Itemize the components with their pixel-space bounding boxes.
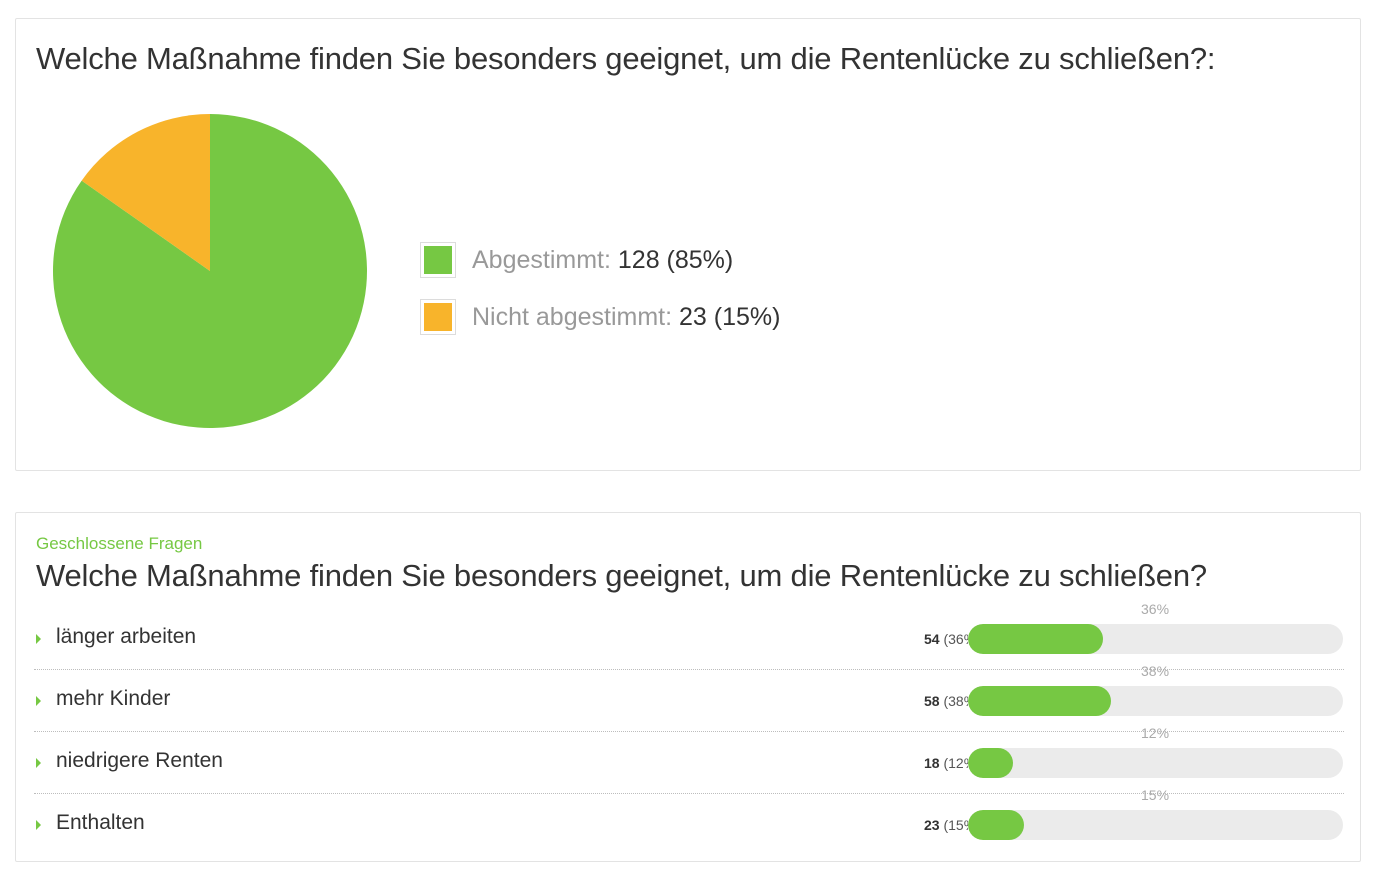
bar-percent-label: 38% bbox=[1141, 663, 1170, 679]
answer-count: 58 (38%) bbox=[924, 693, 968, 709]
caret-right-icon bbox=[36, 634, 41, 644]
question-title: Welche Maßnahme finden Sie besonders gee… bbox=[36, 558, 1207, 593]
answer-row-mehr-kinder[interactable]: mehr Kinder 58 (38%) 38% bbox=[34, 663, 1344, 732]
closed-question-card: Geschlossene Fragen Welche Maßnahme find… bbox=[15, 512, 1361, 862]
answer-list: länger arbeiten 54 (36%) 36% mehr Kinder… bbox=[34, 601, 1344, 856]
answer-label: niedrigere Renten bbox=[56, 749, 223, 772]
legend-label: Abgestimmt: bbox=[472, 245, 611, 274]
bar-percent-label: 12% bbox=[1141, 725, 1170, 741]
pie-legend: Abgestimmt: 128 (85%) Nicht abgestimmt: … bbox=[420, 241, 780, 355]
summary-title: Welche Maßnahme finden Sie besonders gee… bbox=[36, 41, 1216, 76]
bar-fill bbox=[968, 624, 1103, 654]
legend-label: Nicht abgestimmt: bbox=[472, 302, 673, 331]
question-category: Geschlossene Fragen bbox=[36, 534, 203, 553]
bar-fill bbox=[968, 686, 1111, 716]
answer-count-percent: (15%) bbox=[943, 817, 968, 833]
bar-track bbox=[968, 748, 1343, 778]
answer-count: 18 (12%) bbox=[924, 755, 968, 771]
answer-count: 23 (15%) bbox=[924, 817, 968, 833]
answer-count-value: 58 bbox=[924, 693, 940, 709]
answer-label: Enthalten bbox=[56, 811, 145, 834]
bar-percent-label: 36% bbox=[1141, 601, 1170, 617]
caret-right-icon bbox=[36, 820, 41, 830]
answer-count-value: 23 bbox=[924, 817, 940, 833]
bar-fill bbox=[968, 810, 1025, 840]
answer-count-value: 18 bbox=[924, 755, 940, 771]
caret-right-icon bbox=[36, 758, 41, 768]
vote-summary-card: Welche Maßnahme finden Sie besonders gee… bbox=[15, 18, 1361, 471]
legend-item-nicht-abgestimmt: Nicht abgestimmt: 23 (15%) bbox=[420, 298, 780, 336]
legend-swatch-green bbox=[424, 246, 452, 274]
answer-label: länger arbeiten bbox=[56, 625, 197, 648]
pie-slice-abgestimmt bbox=[52, 114, 367, 428]
legend-item-abgestimmt: Abgestimmt: 128 (85%) bbox=[420, 241, 780, 279]
bar-track bbox=[968, 624, 1343, 654]
caret-right-icon bbox=[36, 696, 41, 706]
pie-chart bbox=[52, 113, 367, 428]
answer-row-laenger-arbeiten[interactable]: länger arbeiten 54 (36%) 36% bbox=[34, 601, 1344, 670]
pie-slice-nicht-abgestimmt bbox=[81, 113, 210, 271]
legend-swatch-orange bbox=[424, 303, 452, 331]
bar-track bbox=[968, 686, 1343, 716]
answer-count: 54 (36%) bbox=[924, 631, 968, 647]
bar-fill bbox=[968, 748, 1013, 778]
answer-label: mehr Kinder bbox=[56, 687, 171, 710]
answer-count-percent: (36%) bbox=[943, 631, 968, 647]
answer-count-percent: (12%) bbox=[943, 755, 968, 771]
answer-count-percent: (38%) bbox=[943, 693, 968, 709]
answer-row-niedrigere-renten[interactable]: niedrigere Renten 18 (12%) 12% bbox=[34, 725, 1344, 794]
legend-swatch-frame bbox=[420, 299, 456, 335]
answer-row-enthalten[interactable]: Enthalten 23 (15%) 15% bbox=[34, 787, 1344, 856]
legend-value: 128 (85%) bbox=[617, 245, 734, 274]
legend-swatch-frame bbox=[420, 242, 456, 278]
answer-count-value: 54 bbox=[924, 631, 940, 647]
bar-track bbox=[968, 810, 1343, 840]
bar-percent-label: 15% bbox=[1141, 787, 1170, 803]
legend-value: 23 (15%) bbox=[679, 302, 781, 331]
